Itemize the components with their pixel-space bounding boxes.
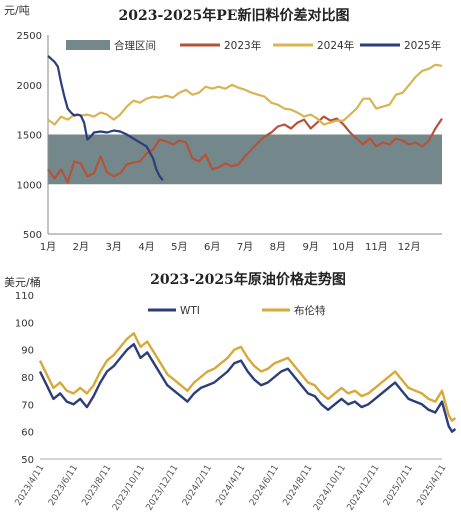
x-tick-label: 10月 (332, 241, 355, 253)
plot-area: 500 1000 1500 2000 2500 1月 2月 3月 4月 5月 6月 7月 8月 9月 10月… (17, 31, 443, 253)
x-tick-label: 11月 (365, 241, 388, 253)
series-line-WTI (38, 343, 457, 433)
y-axis-unit: 元/吨 (4, 4, 30, 17)
y-axis-unit: 美元/桶 (4, 275, 41, 289)
x-tick-label: 5月 (171, 241, 187, 253)
x-tick-label: 2024/4/11 (215, 463, 248, 507)
x-tick-label: 2024/10/11 (312, 463, 348, 512)
x-tick-label: 2024/8/11 (282, 463, 315, 507)
x-tick-label: 2025/2/11 (382, 463, 415, 507)
x-tick-label: 2023/4/11 (14, 463, 47, 507)
pe-price-spread-chart-svg: 2023-2025年PE新旧料价差对比图 元/吨 500 1000 1500 2000… (4, 4, 443, 253)
y-tick-label: 500 (23, 230, 42, 241)
x-tick-label: 2024/2/11 (181, 463, 214, 507)
chart-title: 2023-2025年原油价格走势图 (150, 271, 346, 288)
legend: 合理区间 2023年 2024年 2025年 (66, 39, 441, 52)
y-tick-label: 2500 (17, 31, 42, 42)
series-line-2023年 (47, 115, 443, 184)
y-tick-label: 2000 (17, 81, 42, 92)
y-tick-label: 50 (21, 455, 34, 466)
x-tick-label: 2024/12/11 (346, 463, 382, 512)
series-line-2024年 (47, 63, 443, 126)
legend-label: 2023年 (224, 39, 261, 52)
y-tick-label: 70 (21, 400, 34, 411)
x-tick-label: 2023/12/11 (145, 463, 181, 512)
chart-title: 2023-2025年PE新旧料价差对比图 (119, 7, 350, 24)
y-tick-label: 110 (15, 291, 34, 302)
legend: WTI 布伦特 (148, 304, 326, 317)
legend-label: WTI (180, 305, 200, 317)
y-tick-label: 100 (15, 318, 34, 329)
x-tick-label: 2月 (73, 241, 89, 253)
x-tick-label: 2023/8/11 (81, 463, 114, 507)
legend-label: 合理区间 (114, 39, 156, 52)
series-line-2025年 (47, 55, 164, 182)
x-tick-label: 1月 (40, 241, 56, 253)
legend-swatch (66, 40, 110, 50)
legend-label: 布伦特 (294, 304, 326, 317)
series-line-布伦特 (38, 332, 457, 422)
y-tick-label: 80 (21, 373, 34, 384)
x-tick-label: 2023/6/11 (47, 463, 80, 507)
x-tick-label: 2025/4/11 (416, 463, 449, 507)
legend-label: 2024年 (317, 39, 354, 52)
legend-label: 2025年 (404, 39, 441, 52)
y-tick-label: 1500 (17, 131, 42, 142)
x-tick-label: 9月 (302, 241, 318, 253)
x-tick-label: 8月 (270, 241, 286, 253)
x-tick-label: 12月 (398, 241, 421, 253)
x-tick-label: 2023/10/11 (111, 463, 147, 512)
crude-oil-price-chart: 2023-2025年原油价格走势图 美元/桶 50 60 70 80 90 100 110 2… (0, 262, 461, 520)
x-tick-label: 6月 (204, 241, 220, 253)
plot-area: 50 60 70 80 90 100 110 2023/4/11 2023/6/11 2023/8… (14, 291, 457, 513)
x-tick-label: 7月 (237, 241, 253, 253)
x-tick-label: 2024/6/11 (248, 463, 281, 507)
x-tick-label: 3月 (105, 241, 121, 253)
y-tick-label: 1000 (17, 180, 42, 191)
y-tick-label: 90 (21, 346, 34, 357)
y-tick-label: 60 (21, 428, 34, 439)
x-tick-label: 4月 (138, 241, 154, 253)
pe-price-spread-chart: 2023-2025年PE新旧料价差对比图 元/吨 500 1000 1500 2000… (4, 4, 443, 253)
crude-oil-price-chart-svg: 2023-2025年原油价格走势图 美元/桶 50 60 70 80 90 100 110 2… (4, 271, 457, 513)
